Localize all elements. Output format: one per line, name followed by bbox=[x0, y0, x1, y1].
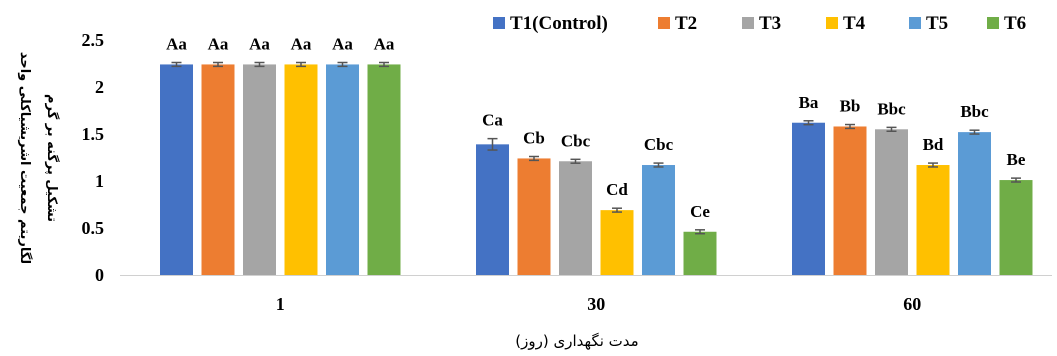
legend-label: T3 bbox=[759, 13, 781, 34]
legend-label: T4 bbox=[843, 13, 866, 34]
y-axis-title-line: تشکیل پرگنه بر گرم bbox=[44, 94, 60, 222]
legend-item: T3 bbox=[742, 13, 781, 34]
error-bar bbox=[296, 61, 306, 68]
data-label: Bbc bbox=[960, 102, 989, 121]
bar bbox=[600, 210, 634, 275]
error-bar bbox=[213, 61, 223, 68]
y-tick-label: 0.5 bbox=[82, 218, 105, 238]
error-bar bbox=[254, 61, 265, 68]
x-axis-title: مدت نگهداری (روز) bbox=[515, 332, 638, 350]
error-bar bbox=[171, 61, 182, 68]
legend-swatch bbox=[909, 17, 921, 29]
error-bar bbox=[529, 155, 539, 162]
error-bar bbox=[570, 158, 581, 164]
legend-swatch bbox=[987, 17, 999, 29]
legend-swatch bbox=[658, 17, 670, 29]
bar-groups bbox=[160, 64, 1033, 275]
data-label: Cb bbox=[523, 129, 545, 148]
legend-item: T5 bbox=[909, 13, 948, 34]
error-bar bbox=[337, 61, 348, 68]
data-label: Aa bbox=[291, 35, 312, 54]
bar bbox=[201, 64, 235, 275]
error-bar bbox=[653, 162, 664, 168]
error-bar bbox=[969, 129, 980, 135]
legend-item: T4 bbox=[826, 13, 866, 34]
error-bar bbox=[1011, 177, 1021, 183]
bar bbox=[999, 180, 1033, 275]
legend-label: T5 bbox=[926, 13, 948, 34]
data-label: Be bbox=[1007, 150, 1026, 169]
data-label: Aa bbox=[208, 35, 229, 54]
legend-swatch bbox=[742, 17, 754, 29]
bar bbox=[875, 129, 908, 275]
legend-label: T6 bbox=[1004, 13, 1026, 34]
error-bar bbox=[928, 162, 938, 168]
y-tick-label: 2.5 bbox=[82, 30, 105, 50]
y-axis-ticks: 0 0.5 1 1.5 2 2.5 bbox=[82, 30, 105, 285]
y-tick-label: 2 bbox=[95, 77, 104, 97]
data-label: Bb bbox=[840, 97, 861, 116]
bar bbox=[517, 158, 551, 275]
error-bar bbox=[695, 229, 705, 235]
y-axis-title: لگاریتم جمعیت اشریشیاکلی واحد تشکیل پرگنه… bbox=[17, 52, 60, 264]
bar bbox=[559, 161, 592, 275]
bar bbox=[792, 122, 825, 275]
error-bar bbox=[803, 120, 814, 126]
data-label: Cd bbox=[606, 180, 628, 199]
legend-swatch bbox=[826, 17, 838, 29]
legend-label: T2 bbox=[675, 13, 697, 34]
data-label: Ba bbox=[799, 93, 819, 112]
data-label: Cbc bbox=[644, 135, 674, 154]
bar bbox=[833, 126, 867, 275]
y-axis-title-line: لگاریتم جمعیت اشریشیاکلی واحد bbox=[17, 52, 33, 264]
bar bbox=[367, 64, 401, 275]
bar bbox=[642, 165, 675, 275]
error-bar bbox=[379, 61, 389, 68]
bar bbox=[243, 64, 276, 275]
data-label: Bd bbox=[923, 135, 944, 154]
y-tick-label: 1.5 bbox=[82, 124, 105, 144]
data-labels: Aa Ca Ba Aa Cb Bb Aa Cbc Bbc Aa Cd Bd Aa Cbc Bbc Aa Ce Be bbox=[166, 35, 1026, 221]
legend-item: T2 bbox=[658, 13, 697, 34]
legend-label: T1(Control) bbox=[510, 13, 608, 34]
bar bbox=[916, 165, 950, 275]
data-label: Ce bbox=[690, 202, 710, 221]
error-bar bbox=[612, 207, 622, 213]
error-bar bbox=[487, 137, 498, 151]
x-tick-label: 60 bbox=[903, 294, 921, 314]
data-label: Bbc bbox=[877, 99, 906, 118]
error-bar bbox=[886, 126, 897, 132]
data-label: Aa bbox=[166, 35, 187, 54]
bar bbox=[160, 64, 193, 275]
legend: T1(Control) T2 T3 T4 T5 T6 bbox=[493, 13, 1026, 34]
bar bbox=[958, 132, 991, 275]
x-tick-label: 1 bbox=[276, 294, 285, 314]
error-bars bbox=[171, 61, 1021, 235]
bar bbox=[326, 64, 359, 275]
y-tick-label: 1 bbox=[95, 171, 104, 191]
data-label: Ca bbox=[482, 111, 503, 130]
legend-item: T1(Control) bbox=[493, 13, 608, 34]
data-label: Aa bbox=[249, 35, 270, 54]
data-label: Aa bbox=[332, 35, 353, 54]
data-label: Cbc bbox=[561, 131, 591, 150]
bar bbox=[284, 64, 318, 275]
x-tick-label: 30 bbox=[587, 294, 605, 314]
legend-swatch bbox=[493, 17, 505, 29]
error-bar bbox=[845, 123, 855, 130]
x-axis-ticks: 1 30 60 bbox=[276, 294, 922, 314]
legend-item: T6 bbox=[987, 13, 1026, 34]
bar bbox=[683, 231, 717, 275]
bar bbox=[476, 144, 509, 275]
data-label: Aa bbox=[374, 35, 395, 54]
y-tick-label: 0 bbox=[95, 265, 104, 285]
